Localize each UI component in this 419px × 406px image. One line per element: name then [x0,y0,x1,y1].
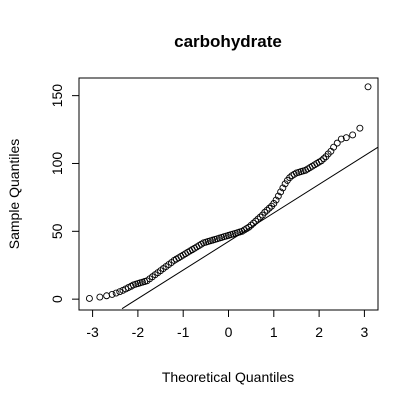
x-axis-label: Theoretical Quantiles [162,369,294,385]
y-axis: 0 50 100 150 [49,84,80,303]
data-point [254,215,262,223]
data-point [96,293,104,301]
x-tick-label: -3 [86,324,99,340]
data-point [364,83,372,91]
data-points [85,83,372,302]
data-point [245,223,253,231]
data-point [274,192,282,200]
data-point [337,135,345,143]
x-tick-label: -2 [132,324,145,340]
data-point [265,204,273,212]
data-point [116,288,124,296]
x-tick-label: 2 [315,324,323,340]
data-point [320,155,328,163]
x-tick-label: 0 [225,324,233,340]
data-point [85,295,93,302]
data-point [249,219,257,227]
data-point [286,174,294,182]
data-point [317,157,325,165]
data-point [333,139,341,147]
y-tick-label: 100 [49,152,65,176]
data-point [108,290,116,298]
x-axis: -3 -2 -1 0 1 2 3 [86,309,369,340]
data-point [281,180,289,188]
data-point [263,206,271,214]
x-tick-label: -1 [177,324,190,340]
data-point [247,221,255,229]
plot-box [78,77,379,311]
y-tick-label: 150 [49,84,65,108]
data-point [252,217,260,225]
y-tick-label: 50 [49,223,65,239]
data-point [256,213,264,221]
y-tick-label: 0 [49,295,65,303]
data-point [272,196,280,204]
x-tick-label: 1 [270,324,278,340]
data-point [112,289,120,297]
data-point [330,143,338,151]
chart-title: carbohydrate [174,32,282,51]
y-axis-label: Sample Quantiles [6,139,22,250]
x-tick-label: 3 [361,324,369,340]
data-point [270,200,278,207]
data-point [261,208,269,216]
data-point [279,184,287,192]
data-point [342,134,350,142]
data-point [356,124,364,132]
data-point [349,131,357,139]
data-point [277,188,285,196]
